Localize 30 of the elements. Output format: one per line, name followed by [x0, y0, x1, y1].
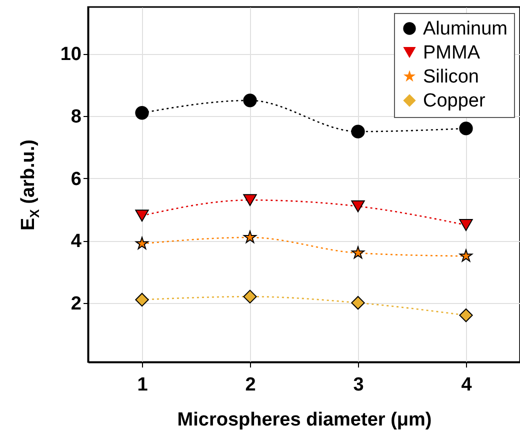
y-tick-label: 8 [70, 106, 82, 128]
point [135, 292, 149, 307]
point [459, 249, 473, 262]
point [351, 246, 365, 259]
point [351, 200, 365, 212]
legend-label: Aluminum [423, 18, 508, 40]
y-tick-label: 4 [70, 231, 82, 252]
point [243, 194, 257, 206]
point [243, 94, 257, 108]
y-tick-label: 10 [60, 44, 82, 66]
point [243, 290, 257, 304]
y-tick-label: 6 [70, 168, 82, 190]
point [243, 230, 257, 244]
point [351, 296, 365, 310]
y-tick-label: 2 [70, 293, 82, 314]
point [351, 124, 365, 138]
point [135, 236, 149, 250]
x-axis-title: Microspheres diameter (μm) [177, 410, 432, 430]
point [459, 122, 473, 136]
legend-label: PMMA [423, 42, 480, 64]
point [135, 106, 149, 120]
point [459, 219, 473, 231]
point [135, 210, 149, 222]
legend-label: Silicon [423, 66, 479, 88]
x-tick-label: 1 [137, 374, 148, 396]
x-tick-label: 3 [353, 374, 364, 396]
x-tick-label: 2 [245, 374, 256, 396]
point [459, 308, 473, 322]
x-tick-label: 4 [461, 374, 472, 396]
legend-label: Copper [423, 90, 486, 112]
